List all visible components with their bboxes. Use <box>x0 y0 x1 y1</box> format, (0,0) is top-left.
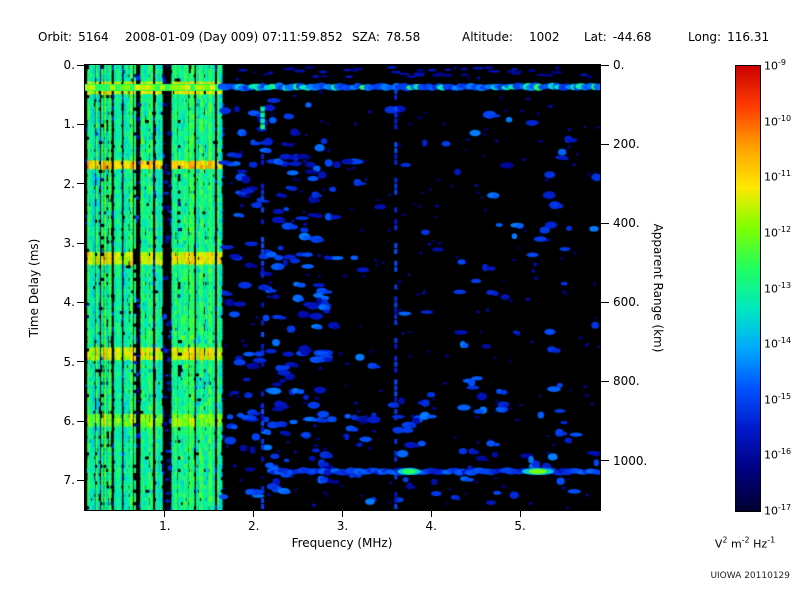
sza-field: SZA: 78.58 <box>352 30 420 44</box>
x-tick-mark <box>519 511 521 517</box>
y-right-tick-label: 600. <box>613 295 640 310</box>
y-left-tick-mark <box>77 64 85 66</box>
y-right-tick-label: 0. <box>613 58 625 72</box>
y-left-tick-label: 0. <box>63 58 75 72</box>
x-tick-label: 3. <box>336 519 349 533</box>
y-right-tick-label: 1000. <box>613 453 648 468</box>
x-tick-label: 2. <box>247 519 260 533</box>
colorbar-tick-label: 10-15 <box>764 391 792 407</box>
colorbar-tick-label: 10-17 <box>764 503 792 518</box>
altitude-field: Altitude: 1002 <box>462 30 559 44</box>
colorbar-tick-label: 10-12 <box>764 224 792 240</box>
y-right-tick-mark <box>601 222 609 224</box>
colorbar-tick-label: 10-13 <box>764 280 792 296</box>
y-right-tick-mark <box>601 460 609 462</box>
datetime-text: 2008-01-09 (Day 009) 07:11:59.852 <box>125 30 343 44</box>
sza-label: SZA: <box>352 30 380 44</box>
credit-text: UIOWA 20110129 <box>710 571 790 581</box>
y-left-tick-label: 1. <box>63 117 75 132</box>
y-right-tick-label: 400. <box>613 216 640 231</box>
long-label: Long: <box>688 30 722 44</box>
spectrogram-canvas <box>84 64 601 511</box>
orbit-label: Orbit: <box>38 30 73 44</box>
colorbar-tick-label: 10-11 <box>764 169 792 184</box>
altitude-label: Altitude: <box>462 30 513 44</box>
colorbar-tick-label: 10-14 <box>764 336 792 351</box>
y-left-tick-label: 6. <box>63 414 75 428</box>
altitude-value: 1002 <box>528 30 560 44</box>
y-right-tick-mark <box>601 64 609 66</box>
y-left-tick-label: 3. <box>63 236 75 250</box>
colorbar-tick-label: 10-10 <box>764 113 792 129</box>
y-right-tick-mark <box>601 143 609 145</box>
x-tick-label: 5. <box>514 519 526 533</box>
y-right-tick-label: 800. <box>613 374 640 389</box>
long-field: Long: 116.31 <box>688 30 769 44</box>
x-tick-mark <box>253 511 255 517</box>
x-tick-label: 4. <box>425 519 437 533</box>
y-right-tick-mark <box>601 380 609 382</box>
datetime-field: 2008-01-09 (Day 009) 07:11:59.852 <box>125 30 343 44</box>
colorbar <box>735 65 761 512</box>
x-tick-label: 1. <box>159 519 171 533</box>
y-left-tick-mark <box>77 123 85 125</box>
colorbar-units: V2 m-2 Hz-1 <box>714 535 776 551</box>
y-axis-left-title: Time Delay (ms) <box>27 238 41 338</box>
y-left-tick-mark <box>77 301 85 303</box>
y-right-tick-mark <box>601 301 609 303</box>
x-tick-mark <box>164 511 166 517</box>
y-left-tick-mark <box>77 242 85 244</box>
lat-value: -44.68 <box>612 30 652 44</box>
y-left-tick-label: 7. <box>63 473 75 488</box>
orbit-value: 5164 <box>78 30 109 44</box>
y-left-tick-mark <box>77 361 85 363</box>
lat-label: Lat: <box>584 30 607 44</box>
orbit-field: Orbit: 5164 <box>38 30 109 44</box>
lat-field: Lat: -44.68 <box>584 30 651 44</box>
colorbar-tick-label: 10-9 <box>764 58 786 73</box>
y-left-tick-label: 2. <box>63 176 75 191</box>
y-left-tick-label: 4. <box>63 295 75 310</box>
x-axis-title: Frequency (MHz) <box>291 536 393 550</box>
y-left-tick-mark <box>77 183 85 185</box>
y-left-tick-mark <box>77 420 85 422</box>
y-axis-right-title: Apparent Range (km) <box>651 223 665 353</box>
colorbar-tick-label: 10-16 <box>764 447 792 463</box>
long-value: 116.31 <box>727 30 770 44</box>
x-tick-mark <box>430 511 432 517</box>
x-tick-mark <box>342 511 343 517</box>
y-right-tick-label: 200. <box>613 137 640 152</box>
y-left-tick-label: 5. <box>63 354 75 369</box>
sza-value: 78.58 <box>385 30 421 44</box>
y-left-tick-mark <box>77 479 85 481</box>
